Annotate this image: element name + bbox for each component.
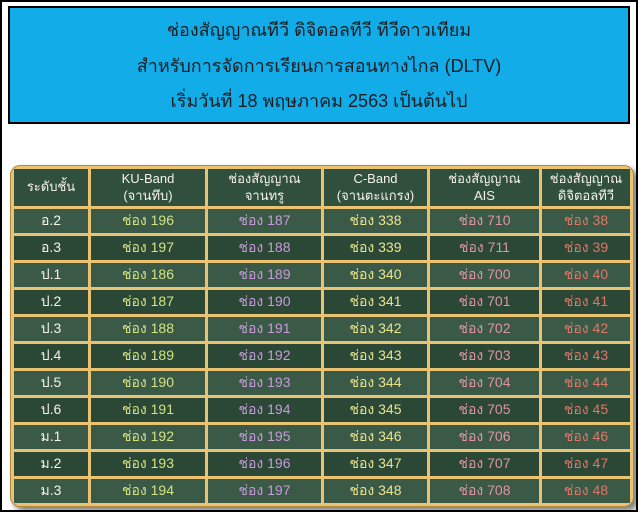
table-cell-row3-c-band: ช่อง 340	[324, 263, 427, 287]
table-cell-row9-ku-band: ช่อง 192	[91, 425, 205, 449]
table-cell-row1-c-band: ช่อง 338	[324, 209, 427, 233]
table-cell-row7-c-band: ช่อง 344	[324, 371, 427, 395]
header-grade-level-label: ระดับชั้น	[26, 179, 76, 195]
table-cell-row2-ais: ช่อง 711	[430, 236, 539, 260]
table-cell-row10-c-band: ช่อง 347	[324, 452, 427, 476]
table-cell-row6-ku-band: ช่อง 189	[91, 344, 205, 368]
table-cell-row10-digital-tv: ช่อง 47	[542, 452, 630, 476]
table-cell-row3-digital-tv: ช่อง 40	[542, 263, 630, 287]
table-cell-row1-ku-band: ช่อง 196	[91, 209, 205, 233]
table-cell-row7-ku-band: ช่อง 190	[91, 371, 205, 395]
title-banner: ช่องสัญญาณทีวี ดิจิตอลทีวี ทีวีดาวเทียม …	[8, 6, 630, 124]
table-cell-row11-ais: ช่อง 708	[430, 479, 539, 503]
table-cell-row7-ais: ช่อง 704	[430, 371, 539, 395]
table-cell-row8-c-band: ช่อง 345	[324, 398, 427, 422]
table-cell-row2-grade: อ.3	[14, 236, 88, 260]
table-cell-row4-ku-band: ช่อง 187	[91, 290, 205, 314]
table-cell-row11-digital-tv: ช่อง 48	[542, 479, 630, 503]
table-cell-row7-digital-tv: ช่อง 44	[542, 371, 630, 395]
table-cell-row10-grade: ม.2	[14, 452, 88, 476]
table-cell-row3-true-dish: ช่อง 189	[208, 263, 321, 287]
table-cell-row9-ais: ช่อง 706	[430, 425, 539, 449]
table-cell-row4-grade: ป.2	[14, 290, 88, 314]
title-line-2: สำหรับการจัดการเรียนการสอนทางไกล (DLTV)	[136, 55, 502, 76]
table-cell-row1-digital-tv: ช่อง 38	[542, 209, 630, 233]
table-cell-row5-c-band: ช่อง 342	[324, 317, 427, 341]
header-ku-band-label: KU-Band	[121, 170, 175, 186]
table-cell-row4-digital-tv: ช่อง 41	[542, 290, 630, 314]
table-cell-row9-c-band: ช่อง 346	[324, 425, 427, 449]
table-cell-row6-true-dish: ช่อง 192	[208, 344, 321, 368]
header-c-band-label: C-Band	[353, 170, 398, 186]
table-cell-row2-digital-tv: ช่อง 39	[542, 236, 630, 260]
table-cell-row6-c-band: ช่อง 343	[324, 344, 427, 368]
table-cell-row4-true-dish: ช่อง 190	[208, 290, 321, 314]
table-cell-row3-ais: ช่อง 700	[430, 263, 539, 287]
table-cell-row6-ais: ช่อง 703	[430, 344, 539, 368]
title-line-3: เริ่มวันที่ 18 พฤษภาคม 2563 เป็นต้นไป	[170, 91, 468, 112]
channel-table: ระดับชั้น KU-Band (จานทึบ) ช่องสัญญาณ จา…	[10, 165, 634, 507]
table-cell-row5-ais: ช่อง 702	[430, 317, 539, 341]
table-cell-row7-grade: ป.5	[14, 371, 88, 395]
table-cell-row9-digital-tv: ช่อง 46	[542, 425, 630, 449]
header-ais-sublabel: AIS	[474, 187, 495, 203]
table-cell-row11-grade: ม.3	[14, 479, 88, 503]
table-cell-row11-ku-band: ช่อง 194	[91, 479, 205, 503]
header-ais-label: ช่องสัญญาณ	[448, 170, 521, 186]
header-c-band-sublabel: (จานตะแกรง)	[336, 187, 415, 203]
table-cell-row8-grade: ป.6	[14, 398, 88, 422]
table-cell-row4-c-band: ช่อง 341	[324, 290, 427, 314]
table-cell-row2-c-band: ช่อง 339	[324, 236, 427, 260]
table-cell-row1-grade: อ.2	[14, 209, 88, 233]
table-cell-row10-ku-band: ช่อง 193	[91, 452, 205, 476]
header-true-dish-sublabel: จานทรู	[244, 187, 285, 203]
table-cell-row6-grade: ป.4	[14, 344, 88, 368]
header-ku-band: KU-Band (จานทึบ)	[91, 169, 205, 206]
table-cell-row7-true-dish: ช่อง 193	[208, 371, 321, 395]
header-c-band: C-Band (จานตะแกรง)	[324, 169, 427, 206]
table-cell-row1-ais: ช่อง 710	[430, 209, 539, 233]
header-true-dish: ช่องสัญญาณ จานทรู	[208, 169, 321, 206]
table-cell-row6-digital-tv: ช่อง 43	[542, 344, 630, 368]
header-ais: ช่องสัญญาณ AIS	[430, 169, 539, 206]
header-grade-level: ระดับชั้น	[14, 169, 88, 206]
table-cell-row9-grade: ม.1	[14, 425, 88, 449]
table-cell-row10-ais: ช่อง 707	[430, 452, 539, 476]
table-cell-row2-true-dish: ช่อง 188	[208, 236, 321, 260]
table-cell-row8-digital-tv: ช่อง 45	[542, 398, 630, 422]
header-true-dish-label: ช่องสัญญาณ	[228, 170, 301, 186]
table-cell-row5-digital-tv: ช่อง 42	[542, 317, 630, 341]
table-cell-row9-true-dish: ช่อง 195	[208, 425, 321, 449]
table-cell-row10-true-dish: ช่อง 196	[208, 452, 321, 476]
header-digital-tv-sublabel: ดิจิตอลทีวี	[557, 187, 615, 203]
header-ku-band-sublabel: (จานทึบ)	[123, 187, 173, 203]
table-cell-row5-grade: ป.3	[14, 317, 88, 341]
table-cell-row11-c-band: ช่อง 348	[324, 479, 427, 503]
table-cell-row1-true-dish: ช่อง 187	[208, 209, 321, 233]
title-line-1: ช่องสัญญาณทีวี ดิจิตอลทีวี ทีวีดาวเทียม	[166, 19, 472, 40]
header-digital-tv: ช่องสัญญาณ ดิจิตอลทีวี	[542, 169, 630, 206]
table-cell-row8-true-dish: ช่อง 194	[208, 398, 321, 422]
table-cell-row5-true-dish: ช่อง 191	[208, 317, 321, 341]
table-cell-row8-ais: ช่อง 705	[430, 398, 539, 422]
table-cell-row8-ku-band: ช่อง 191	[91, 398, 205, 422]
table-cell-row5-ku-band: ช่อง 188	[91, 317, 205, 341]
header-digital-tv-label: ช่องสัญญาณ	[549, 170, 623, 186]
table-cell-row3-grade: ป.1	[14, 263, 88, 287]
table-cell-row11-true-dish: ช่อง 197	[208, 479, 321, 503]
table-cell-row3-ku-band: ช่อง 186	[91, 263, 205, 287]
table-cell-row2-ku-band: ช่อง 197	[91, 236, 205, 260]
table-cell-row4-ais: ช่อง 701	[430, 290, 539, 314]
